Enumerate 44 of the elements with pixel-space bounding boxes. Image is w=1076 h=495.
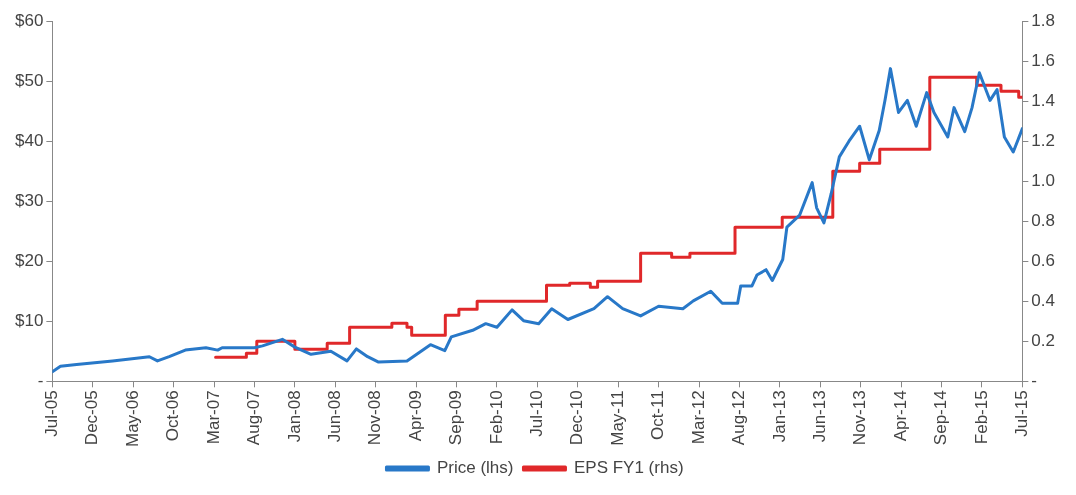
legend-label: Price (lhs) bbox=[436, 458, 514, 478]
x-tick-label: Aug-12 bbox=[729, 390, 749, 446]
x-tick-label: Sep-09 bbox=[446, 390, 466, 446]
y-tick-label: $50 bbox=[14, 70, 44, 90]
x-tick-label: May-11 bbox=[607, 390, 627, 446]
y2-tick-label: - bbox=[1031, 371, 1038, 390]
x-tick-label: Jul-15 bbox=[1012, 390, 1032, 437]
y-tick-label: $10 bbox=[14, 310, 44, 330]
x-tick-label: Apr-14 bbox=[890, 390, 910, 442]
y2-tick-label: 0.6 bbox=[1031, 250, 1056, 270]
x-tick-label: Jun-08 bbox=[324, 390, 344, 443]
y2-tick-label: 0.4 bbox=[1031, 290, 1056, 310]
x-tick-label: Dec-05 bbox=[82, 390, 102, 446]
y2-tick-label: 1.6 bbox=[1031, 50, 1056, 70]
x-tick-label: Jan-13 bbox=[769, 390, 789, 443]
x-tick-label: Dec-10 bbox=[567, 390, 587, 446]
x-tick-label: Jun-13 bbox=[809, 390, 829, 443]
x-tick-label: Feb-10 bbox=[486, 390, 506, 445]
legend-label: EPS FY1 (rhs) bbox=[573, 458, 684, 478]
x-tick-label: Aug-07 bbox=[244, 390, 264, 446]
y-tick-label: $30 bbox=[14, 190, 44, 210]
x-tick-label: Jul-05 bbox=[42, 390, 62, 437]
x-tick-label: Apr-09 bbox=[405, 390, 425, 442]
y2-tick-label: 0.2 bbox=[1031, 330, 1056, 350]
x-tick-label: Nov-13 bbox=[850, 390, 870, 446]
y2-tick-label: 1.8 bbox=[1031, 10, 1056, 30]
x-tick-label: May-06 bbox=[122, 390, 142, 447]
y-tick-label: - bbox=[37, 371, 44, 390]
x-tick-label: Feb-15 bbox=[971, 390, 991, 445]
y2-tick-label: 0.8 bbox=[1031, 210, 1056, 230]
y-tick-label: $60 bbox=[14, 10, 44, 30]
y2-tick-label: 1.0 bbox=[1031, 170, 1056, 190]
x-tick-label: Jul-10 bbox=[527, 390, 547, 437]
x-tick-label: Oct-06 bbox=[163, 390, 183, 442]
x-tick-label: Nov-08 bbox=[365, 390, 385, 446]
y2-tick-label: 1.4 bbox=[1031, 90, 1056, 110]
y-tick-label: $40 bbox=[14, 130, 44, 150]
x-tick-label: Sep-14 bbox=[931, 390, 951, 446]
y2-tick-label: 1.2 bbox=[1031, 130, 1056, 150]
y-tick-label: $20 bbox=[14, 250, 44, 270]
x-tick-label: Oct-11 bbox=[648, 390, 668, 441]
x-tick-label: Mar-07 bbox=[203, 390, 223, 445]
x-tick-label: Jan-08 bbox=[284, 390, 304, 443]
x-tick-label: Mar-12 bbox=[688, 390, 708, 445]
